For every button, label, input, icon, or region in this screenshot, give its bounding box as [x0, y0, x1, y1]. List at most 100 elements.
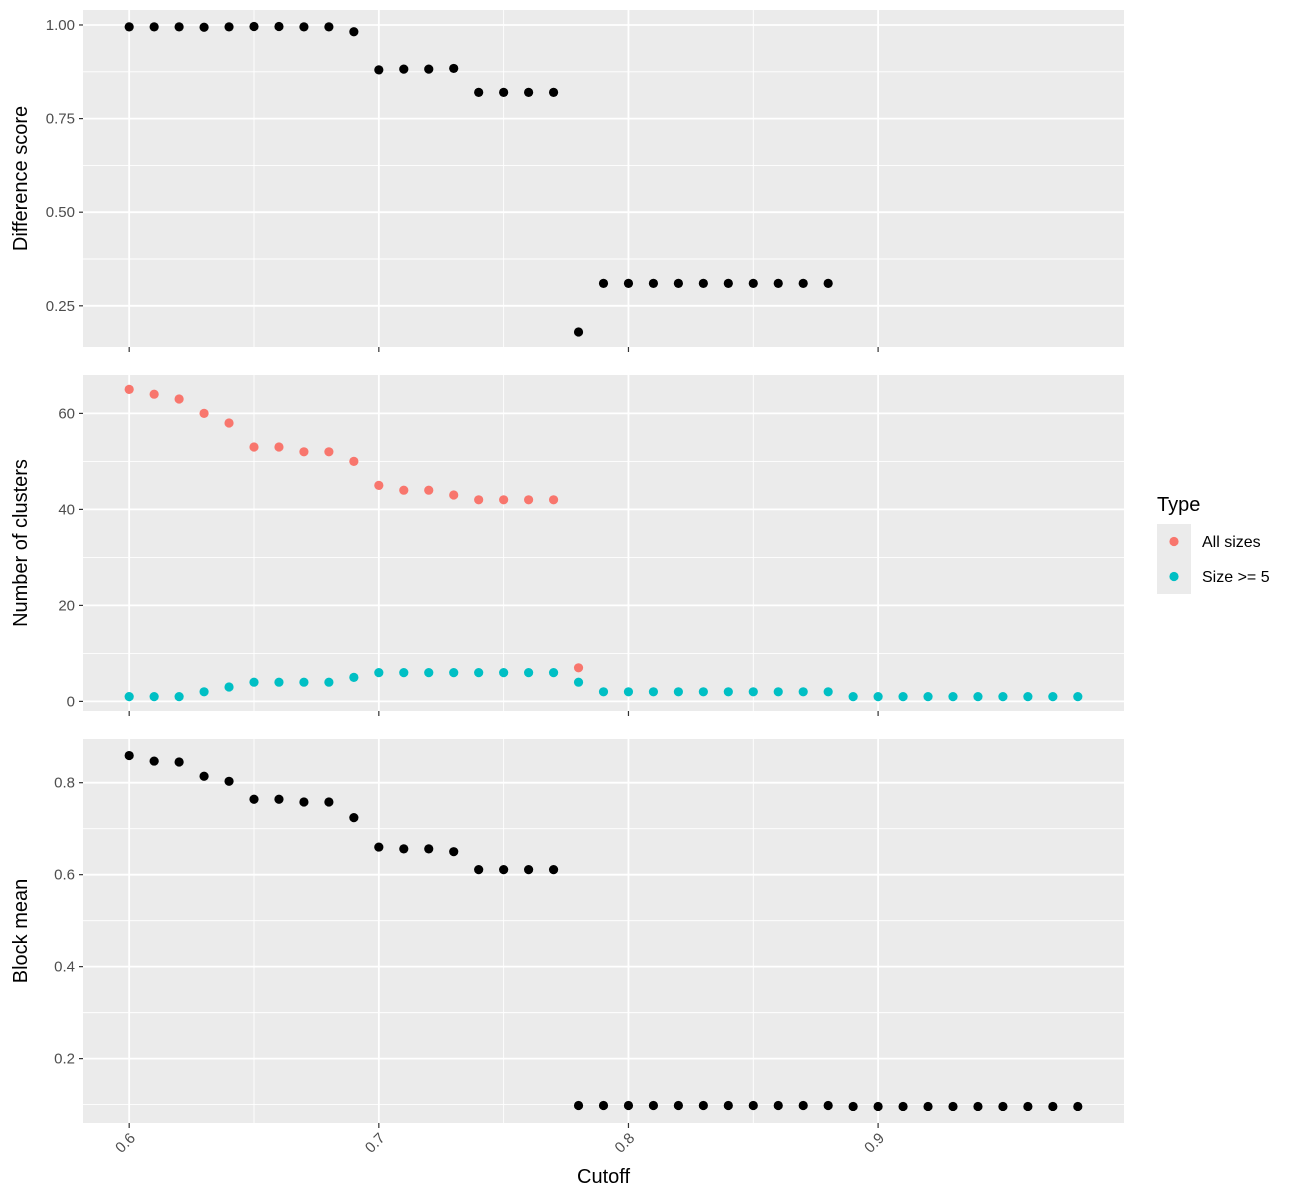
data-point [698, 278, 708, 288]
data-point [374, 65, 384, 75]
data-point [474, 668, 484, 678]
data-point [698, 1100, 708, 1111]
data-point [548, 495, 559, 505]
data-point [573, 327, 584, 337]
data-point [499, 87, 509, 97]
data-point [224, 776, 234, 786]
data-point [623, 1100, 634, 1111]
data-point [898, 1101, 908, 1112]
y-tick-label: 0.2 [54, 1051, 75, 1068]
data-point [673, 278, 683, 288]
data-point [598, 1100, 609, 1111]
data-point [1073, 692, 1083, 702]
data-point [274, 442, 284, 452]
y-tick-label: 0 [67, 693, 75, 710]
data-point [449, 63, 459, 74]
data-point [224, 22, 234, 32]
data-point [274, 21, 284, 32]
data-point [798, 687, 808, 697]
data-point [673, 687, 683, 697]
data-point [598, 687, 609, 697]
data-point [449, 668, 459, 678]
data-point [199, 408, 209, 418]
data-point [424, 668, 434, 678]
panel-background [83, 375, 1124, 711]
data-point [873, 692, 883, 702]
y-tick-label: 0.50 [46, 204, 75, 221]
data-point [174, 757, 184, 767]
data-point [124, 22, 134, 32]
data-point [474, 865, 484, 875]
data-point [299, 22, 309, 32]
data-point [174, 22, 184, 32]
data-point [199, 22, 209, 32]
data-point [199, 771, 209, 781]
data-point [1048, 1101, 1058, 1112]
data-point [399, 844, 409, 854]
legend-label: Size >= 5 [1202, 569, 1270, 586]
y-tick-label: 20 [58, 597, 75, 614]
data-point [548, 668, 559, 678]
data-point [399, 668, 409, 678]
data-point [748, 278, 758, 288]
y-axis-title: Number of clusters [10, 459, 32, 627]
y-tick-label: 0.25 [46, 298, 75, 315]
data-point [948, 1101, 958, 1112]
data-point [748, 1100, 758, 1111]
data-point [324, 677, 334, 687]
data-point [499, 865, 509, 875]
panel-background [83, 10, 1124, 347]
data-point [224, 682, 234, 692]
data-point [399, 485, 409, 495]
data-point [174, 692, 184, 702]
data-point [948, 692, 958, 702]
data-point [773, 1100, 783, 1111]
data-point [474, 495, 484, 505]
data-point [973, 1101, 983, 1112]
x-tick-label: 0.6 [112, 1130, 139, 1157]
data-point [424, 844, 434, 854]
data-point [823, 687, 833, 697]
data-point [723, 1100, 733, 1111]
data-point [374, 668, 384, 678]
data-point [548, 865, 559, 875]
data-point [648, 687, 659, 697]
data-point [124, 692, 134, 702]
data-point [798, 1100, 808, 1111]
data-point [748, 687, 758, 697]
data-point [648, 278, 659, 288]
data-point [973, 692, 983, 702]
data-point [249, 442, 259, 452]
data-point [499, 668, 509, 678]
data-point [399, 64, 409, 74]
legend-swatch [1169, 571, 1179, 582]
data-point [573, 663, 584, 673]
y-axis-title: Difference score [10, 106, 32, 251]
y-tick-label: 0.6 [54, 867, 75, 884]
data-point [274, 794, 284, 804]
data-point [149, 22, 159, 32]
data-point [324, 447, 334, 457]
data-point [723, 687, 733, 697]
data-point [848, 1101, 858, 1112]
data-point [1023, 1101, 1033, 1112]
y-tick-label: 0.75 [46, 111, 75, 128]
data-point [474, 87, 484, 97]
data-point [349, 813, 359, 823]
data-point [623, 687, 634, 697]
data-point [524, 668, 534, 678]
data-point [249, 21, 259, 32]
legend-label: All sizes [1202, 534, 1261, 551]
data-point [723, 278, 733, 288]
x-tick-label: 0.8 [612, 1130, 639, 1157]
data-point [299, 447, 309, 457]
data-point [174, 394, 184, 404]
legend-swatch [1169, 536, 1179, 547]
panel-background [83, 739, 1124, 1123]
data-point [374, 842, 384, 852]
data-point [499, 495, 509, 505]
data-point [449, 490, 459, 500]
data-point [299, 797, 309, 807]
data-point [848, 692, 858, 702]
